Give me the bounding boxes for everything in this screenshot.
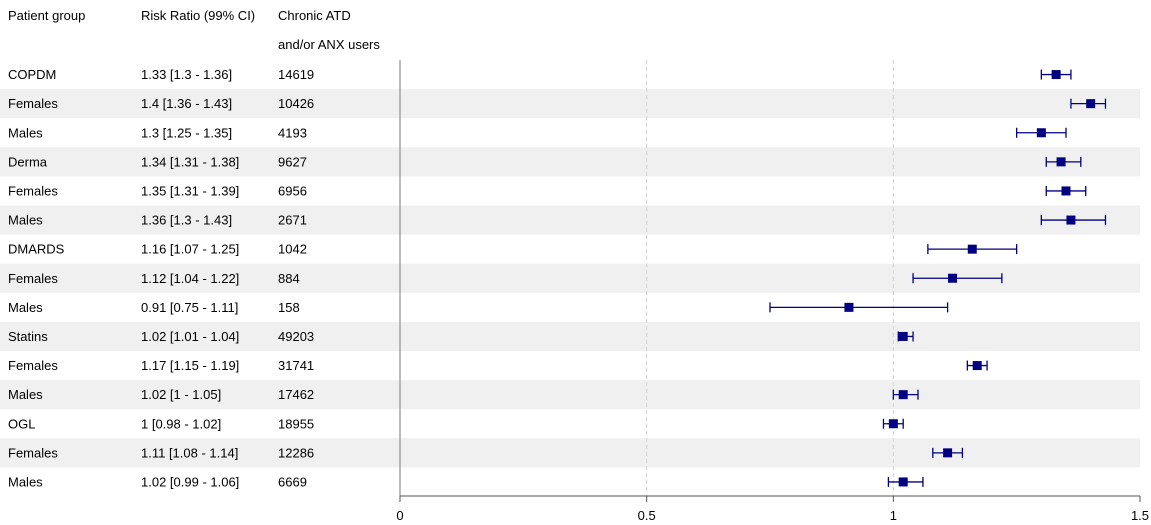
x-axis: 0 0.5 1 1.5: [396, 495, 1149, 523]
point-estimate: [972, 361, 982, 371]
row-users-count: 49203: [278, 329, 314, 344]
row-group-label: Females: [8, 445, 58, 460]
point-estimate: [943, 448, 953, 458]
row-risk-ratio: 1 [0.98 - 1.02]: [141, 416, 221, 431]
point-estimate: [844, 302, 854, 312]
row-risk-ratio: 1.3 [1.25 - 1.35]: [141, 125, 232, 140]
row-group-label: Males: [8, 300, 43, 315]
point-estimate: [967, 244, 977, 254]
row-users-count: 10426: [278, 96, 314, 111]
row-users-count: 4193: [278, 125, 307, 140]
axis-tick-label: 0: [396, 508, 403, 523]
point-estimate: [888, 419, 898, 429]
row-group-label: Males: [8, 213, 43, 228]
row-group-label: Females: [8, 96, 58, 111]
header-users-line1: Chronic ATD: [278, 8, 351, 23]
row-users-count: 158: [278, 300, 300, 315]
row-users-count: 14619: [278, 67, 314, 82]
row-risk-ratio: 1.02 [0.99 - 1.06]: [141, 474, 239, 489]
row-risk-ratio: 1.35 [1.31 - 1.39]: [141, 183, 239, 198]
row-risk-ratio: 1.34 [1.31 - 1.38]: [141, 154, 239, 169]
row-users-count: 17462: [278, 387, 314, 402]
row-bands: [0, 89, 1140, 468]
header-risk-ratio: Risk Ratio (99% CI): [141, 8, 255, 23]
row-users-count: 9627: [278, 154, 307, 169]
point-estimate: [1036, 128, 1046, 138]
row-risk-ratio: 1.02 [1.01 - 1.04]: [141, 329, 239, 344]
point-estimate: [1051, 70, 1061, 80]
axis-tick-label: 1: [890, 508, 897, 523]
row-group-label: Females: [8, 271, 58, 286]
row-users-count: 31741: [278, 358, 314, 373]
row-users-count: 18955: [278, 416, 314, 431]
header-users-line2: and/or ANX users: [278, 37, 380, 52]
point-estimate: [1056, 157, 1066, 167]
row-users-count: 1042: [278, 242, 307, 257]
row-band: [0, 147, 1140, 177]
axis-tick-label: 0.5: [638, 508, 656, 523]
row-band: [0, 205, 1140, 235]
grid-lines: [399, 60, 894, 497]
row-risk-ratio: 1.4 [1.36 - 1.43]: [141, 96, 232, 111]
row-risk-ratio: 0.91 [0.75 - 1.11]: [141, 300, 238, 315]
row-group-label: Males: [8, 387, 43, 402]
row-users-count: 884: [278, 271, 300, 286]
row-users-count: 6956: [278, 183, 307, 198]
row-users-count: 6669: [278, 474, 307, 489]
column-headers: Patient group Risk Ratio (99% CI) Chroni…: [8, 8, 380, 52]
point-estimate: [1086, 99, 1096, 109]
row-users-count: 12286: [278, 445, 314, 460]
row-risk-ratio: 1.17 [1.15 - 1.19]: [141, 358, 239, 373]
point-estimate: [898, 331, 908, 341]
interval-marks: [769, 69, 1107, 487]
row-group-label: Derma: [8, 154, 48, 169]
table-rows: COPDM 1.33 [1.3 - 1.36] 14619 Females 1.4 [1…: [8, 67, 314, 489]
row-band: [0, 321, 1140, 351]
row-group-label: Males: [8, 474, 43, 489]
point-estimate: [1061, 186, 1071, 196]
axis-tick-label: 1.5: [1131, 508, 1149, 523]
row-band: [0, 89, 1140, 119]
row-group-label: Females: [8, 183, 58, 198]
row-group-label: COPDM: [8, 67, 56, 82]
row-risk-ratio: 1.33 [1.3 - 1.36]: [141, 67, 232, 82]
row-risk-ratio: 1.36 [1.3 - 1.43]: [141, 213, 232, 228]
point-estimate: [948, 273, 958, 283]
row-group-label: Females: [8, 358, 58, 373]
row-risk-ratio: 1.02 [1 - 1.05]: [141, 387, 221, 402]
row-risk-ratio: 1.11 [1.08 - 1.14]: [141, 445, 238, 460]
row-band: [0, 380, 1140, 410]
row-risk-ratio: 1.16 [1.07 - 1.25]: [141, 242, 239, 257]
row-group-label: Statins: [8, 329, 48, 344]
row-group-label: OGL: [8, 416, 35, 431]
point-estimate: [898, 477, 908, 487]
header-patient-group: Patient group: [8, 8, 85, 23]
point-estimate: [898, 390, 908, 400]
row-risk-ratio: 1.12 [1.04 - 1.22]: [141, 271, 239, 286]
point-estimate: [1066, 215, 1076, 225]
row-users-count: 2671: [278, 213, 307, 228]
row-group-label: Males: [8, 125, 43, 140]
row-group-label: DMARDS: [8, 242, 65, 257]
